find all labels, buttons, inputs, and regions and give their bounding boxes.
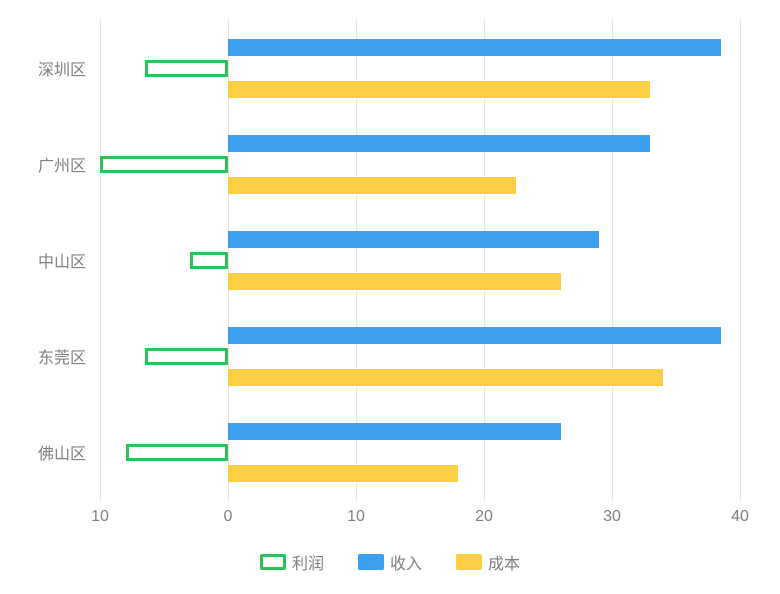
legend-item-revenue[interactable]: 收入 xyxy=(358,550,422,574)
chart-legend: 利润 收入 成本 xyxy=(0,550,780,574)
category-label: 广州区 xyxy=(0,152,86,176)
bar-profit xyxy=(100,156,228,173)
bar-profit xyxy=(190,252,228,269)
category-label: 佛山区 xyxy=(0,440,86,464)
bar-profit xyxy=(145,60,228,77)
legend-item-profit[interactable]: 利润 xyxy=(260,550,324,574)
bar-revenue xyxy=(228,135,650,152)
x-tick-label: 0 xyxy=(224,508,233,526)
x-tick-label: 40 xyxy=(731,508,749,526)
x-tick-label: 20 xyxy=(475,508,493,526)
x-tick-label: 10 xyxy=(347,508,365,526)
category-label: 深圳区 xyxy=(0,56,86,80)
bar-cost xyxy=(228,177,516,194)
legend-label: 利润 xyxy=(292,550,324,574)
legend-label: 收入 xyxy=(390,550,422,574)
legend-item-cost[interactable]: 成本 xyxy=(456,550,520,574)
bar-cost xyxy=(228,273,561,290)
gridline xyxy=(100,20,101,500)
bar-revenue xyxy=(228,327,721,344)
plot-area: 10010203040深圳区广州区中山区东莞区佛山区 xyxy=(100,20,740,500)
legend-swatch xyxy=(456,554,482,570)
category-label: 东莞区 xyxy=(0,344,86,368)
bar-profit xyxy=(126,444,228,461)
legend-swatch xyxy=(260,554,286,570)
bar-cost xyxy=(228,369,663,386)
legend-label: 成本 xyxy=(488,550,520,574)
category-label: 中山区 xyxy=(0,248,86,272)
bar-cost xyxy=(228,81,650,98)
bar-chart: 10010203040深圳区广州区中山区东莞区佛山区 利润收入成本 xyxy=(0,0,780,594)
bar-profit xyxy=(145,348,228,365)
x-tick-label: 10 xyxy=(91,508,109,526)
legend-swatch xyxy=(358,554,384,570)
bar-revenue xyxy=(228,423,561,440)
x-tick-label: 30 xyxy=(603,508,621,526)
bar-cost xyxy=(228,465,458,482)
bar-revenue xyxy=(228,231,599,248)
bar-revenue xyxy=(228,39,721,56)
gridline xyxy=(740,20,741,500)
